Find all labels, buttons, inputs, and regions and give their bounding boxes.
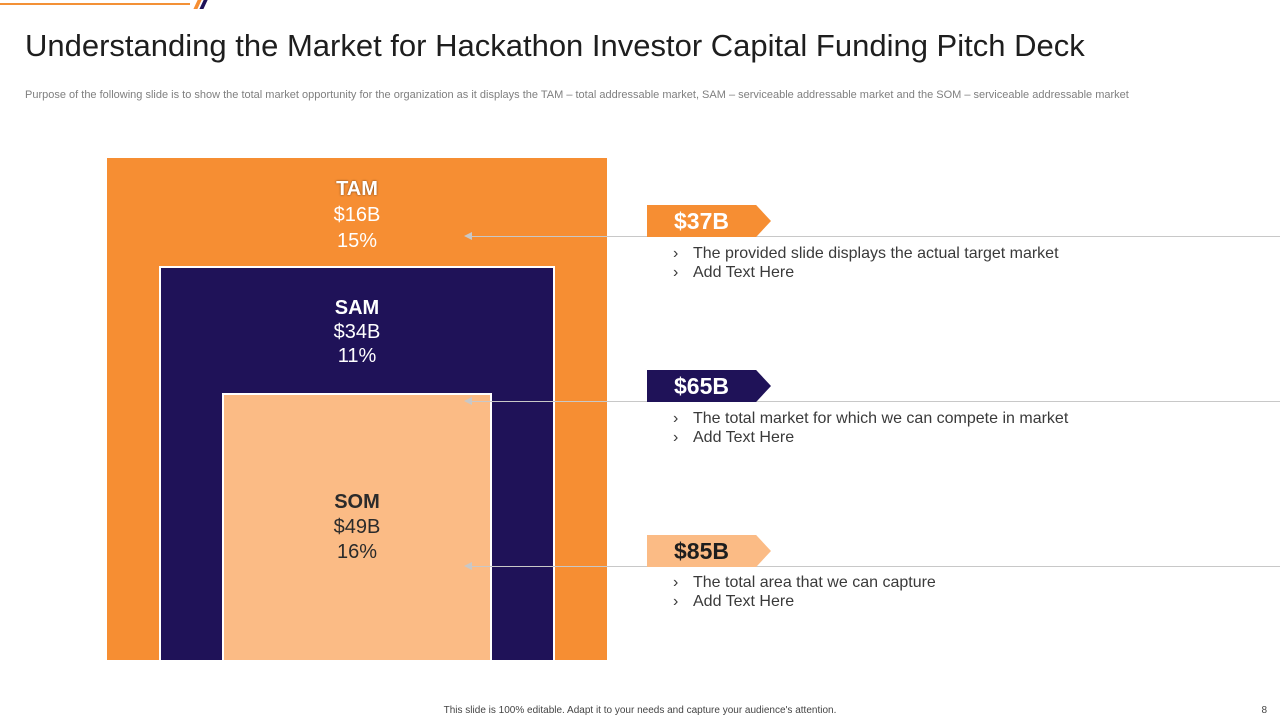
som-name: SOM	[334, 491, 380, 513]
arrow-left-icon	[464, 232, 472, 240]
tam-name: TAM	[336, 178, 378, 200]
chevron-right-icon: ›	[673, 429, 679, 446]
page-number: 8	[1261, 705, 1267, 716]
footer-note: This slide is 100% editable. Adapt it to…	[443, 705, 837, 716]
som-box	[222, 393, 492, 660]
bullet-item: › The provided slide displays the actual …	[673, 245, 1059, 262]
tam-label: TAM $16B 15%	[107, 176, 607, 254]
arrow-left-icon	[464, 397, 472, 405]
sam-label: SAM $34B 11%	[159, 296, 555, 368]
callout-amount-tag: $37B	[647, 205, 771, 237]
sam-value: $34B	[333, 321, 381, 343]
sam-name: SAM	[334, 297, 380, 319]
callout-bullet-list: › The total area that we can capture › Add…	[673, 573, 936, 611]
bullet-item: › The total area that we can capture	[673, 574, 936, 591]
sam-percent: 11%	[337, 345, 377, 367]
arrow-left-icon	[464, 562, 472, 570]
slide-title: Understanding the Market for Hackathon I…	[25, 28, 1085, 63]
callout-amount-tag: $65B	[647, 370, 771, 402]
chevron-right-icon: ›	[673, 410, 679, 427]
callout-bullet-list: › The total market for which we can compe…	[673, 409, 1068, 447]
chevron-right-icon: ›	[673, 245, 679, 262]
callout-bullet-list: › The provided slide displays the actual …	[673, 244, 1059, 282]
tam-value: $16B	[333, 204, 381, 226]
bullet-item: › The total market for which we can compe…	[673, 410, 1069, 427]
connector-line-1	[472, 236, 1280, 237]
som-percent: 16%	[336, 541, 378, 563]
bullet-item: › Add Text Here	[673, 593, 795, 610]
tam-percent: 15%	[336, 230, 378, 252]
chevron-right-icon: ›	[673, 574, 679, 591]
connector-line-3	[472, 566, 1280, 567]
som-value: $49B	[333, 516, 381, 538]
chevron-right-icon: ›	[673, 264, 679, 281]
som-label: SOM $49B 16%	[222, 490, 492, 565]
callout-amount-tag: $85B	[647, 535, 771, 567]
header-accent-line	[0, 3, 190, 5]
connector-line-2	[472, 401, 1280, 402]
bullet-item: › Add Text Here	[673, 429, 795, 446]
slide-subtitle: Purpose of the following slide is to sho…	[25, 89, 1129, 101]
chevron-right-icon: ›	[673, 593, 679, 610]
bullet-item: › Add Text Here	[673, 264, 795, 281]
